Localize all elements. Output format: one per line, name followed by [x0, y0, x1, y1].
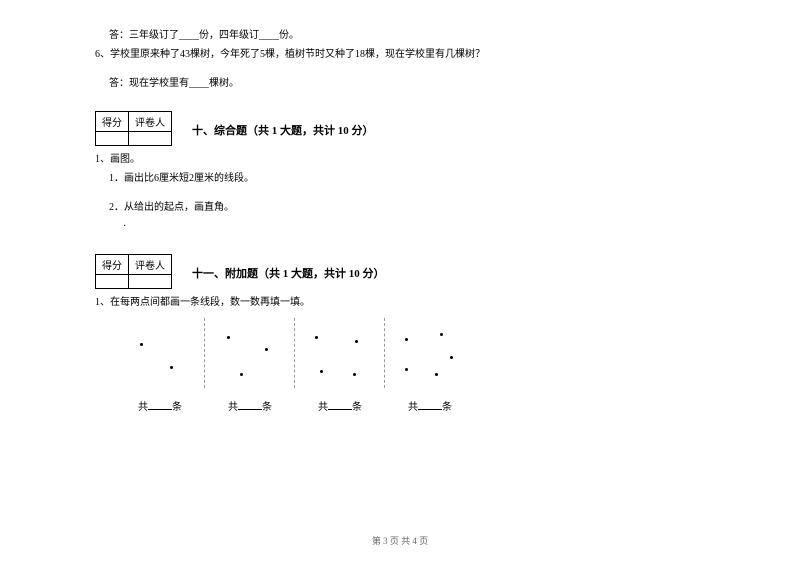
s10-dot-start: · — [123, 219, 705, 234]
dot — [265, 348, 268, 351]
score-cell — [96, 275, 129, 289]
dot — [170, 366, 173, 369]
s10-q1: 1、画图。 — [95, 152, 705, 167]
labels-row: 共条 共条 共条 共条 — [115, 398, 705, 413]
score-label: 得分 — [96, 112, 129, 132]
score-table-11: 得分 评卷人 — [95, 254, 172, 289]
score-cell — [96, 132, 129, 146]
score-table-10: 得分 评卷人 — [95, 111, 172, 146]
dot-box-4 — [385, 318, 475, 388]
grader-cell — [129, 275, 172, 289]
section-10-header: 得分 评卷人 十、综合题（共 1 大题，共计 10 分） — [95, 101, 705, 146]
dot — [315, 336, 318, 339]
section-11-title: 十一、附加题（共 1 大题，共计 10 分） — [192, 265, 385, 281]
dot — [450, 356, 453, 359]
grader-label: 评卷人 — [129, 255, 172, 275]
dot — [405, 368, 408, 371]
answer-line-1: 答：三年级订了____份，四年级订____份。 — [109, 28, 705, 43]
page-footer: 第 3 页 共 4 页 — [0, 534, 800, 547]
s10-q1-2: 2．从给出的起点，画直角。 — [109, 200, 705, 215]
s10-q1-1: 1．画出比6厘米短2厘米的线段。 — [109, 171, 705, 186]
question-6: 6、学校里原来种了43棵树，今年死了5棵，植树节时又种了18棵，现在学校里有几棵… — [95, 47, 705, 62]
dot — [355, 340, 358, 343]
dot — [435, 373, 438, 376]
dot — [240, 373, 243, 376]
dot — [440, 333, 443, 336]
dot-box-1 — [115, 318, 205, 388]
dot — [353, 373, 356, 376]
dot — [405, 338, 408, 341]
label-3: 共条 — [295, 398, 385, 413]
grader-cell — [129, 132, 172, 146]
dot — [140, 343, 143, 346]
score-label: 得分 — [96, 255, 129, 275]
label-2: 共条 — [205, 398, 295, 413]
dot-box-2 — [205, 318, 295, 388]
s11-q1: 1、在每两点间都画一条线段，数一数再填一填。 — [95, 295, 705, 310]
section-11-header: 得分 评卷人 十一、附加题（共 1 大题，共计 10 分） — [95, 244, 705, 289]
label-1: 共条 — [115, 398, 205, 413]
question-6-answer: 答：现在学校里有____棵树。 — [109, 76, 705, 91]
label-4: 共条 — [385, 398, 475, 413]
dot — [227, 336, 230, 339]
dot-box-3 — [295, 318, 385, 388]
dot — [320, 370, 323, 373]
grader-label: 评卷人 — [129, 112, 172, 132]
dot-boxes-container — [115, 318, 705, 388]
section-10-title: 十、综合题（共 1 大题，共计 10 分） — [192, 122, 374, 138]
